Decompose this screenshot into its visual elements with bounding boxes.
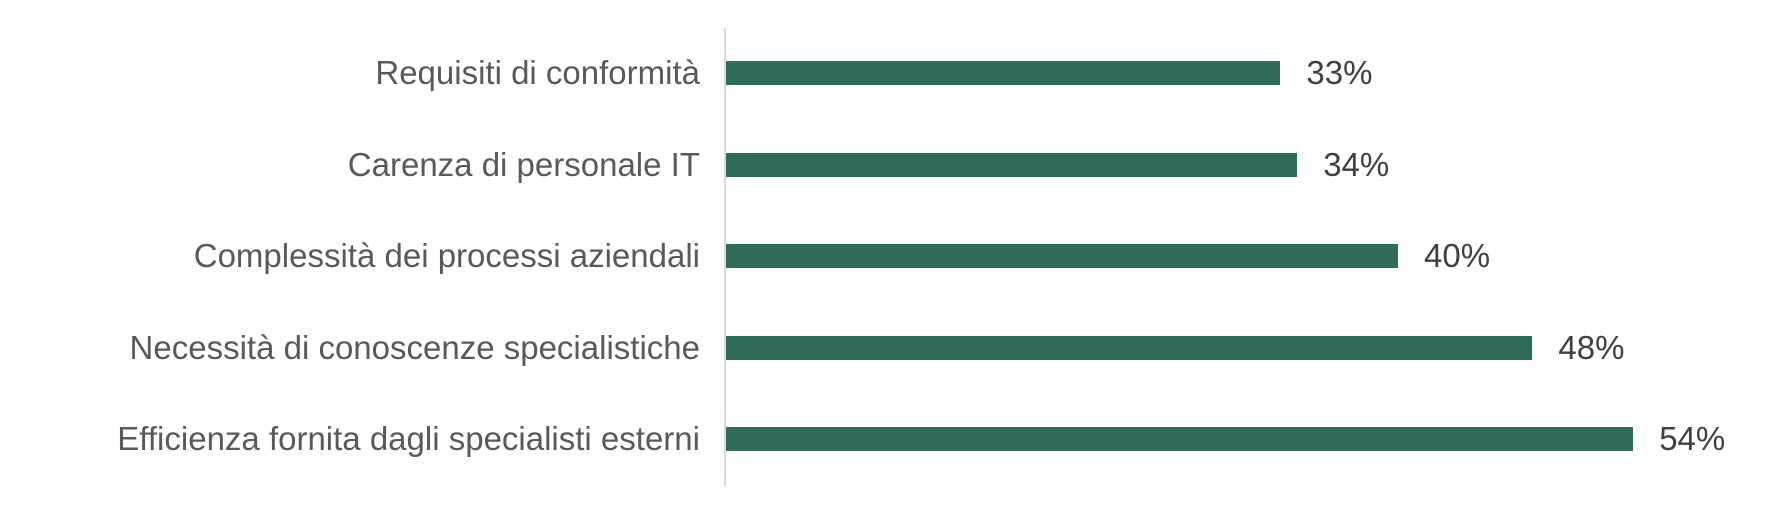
category-axis-line [724, 28, 726, 486]
category-label: Requisiti di conformità [375, 54, 700, 91]
bar [726, 427, 1634, 451]
category-label: Efficienza fornita dagli specialisti est… [117, 420, 700, 457]
bar [726, 335, 1533, 360]
data-label: 34% [1323, 145, 1390, 183]
data-label: 54% [1659, 420, 1726, 457]
data-label: 40% [1424, 237, 1491, 274]
data-label: 48% [1558, 328, 1625, 366]
bar [726, 152, 1298, 177]
category-label: Carenza di personale IT [347, 145, 700, 183]
bar [726, 244, 1398, 268]
data-label: 33% [1306, 54, 1373, 91]
category-label: Necessità di conoscenze specialistiche [129, 328, 700, 366]
bar [726, 61, 1281, 85]
category-label: Complessità dei processi aziendali [193, 237, 700, 274]
